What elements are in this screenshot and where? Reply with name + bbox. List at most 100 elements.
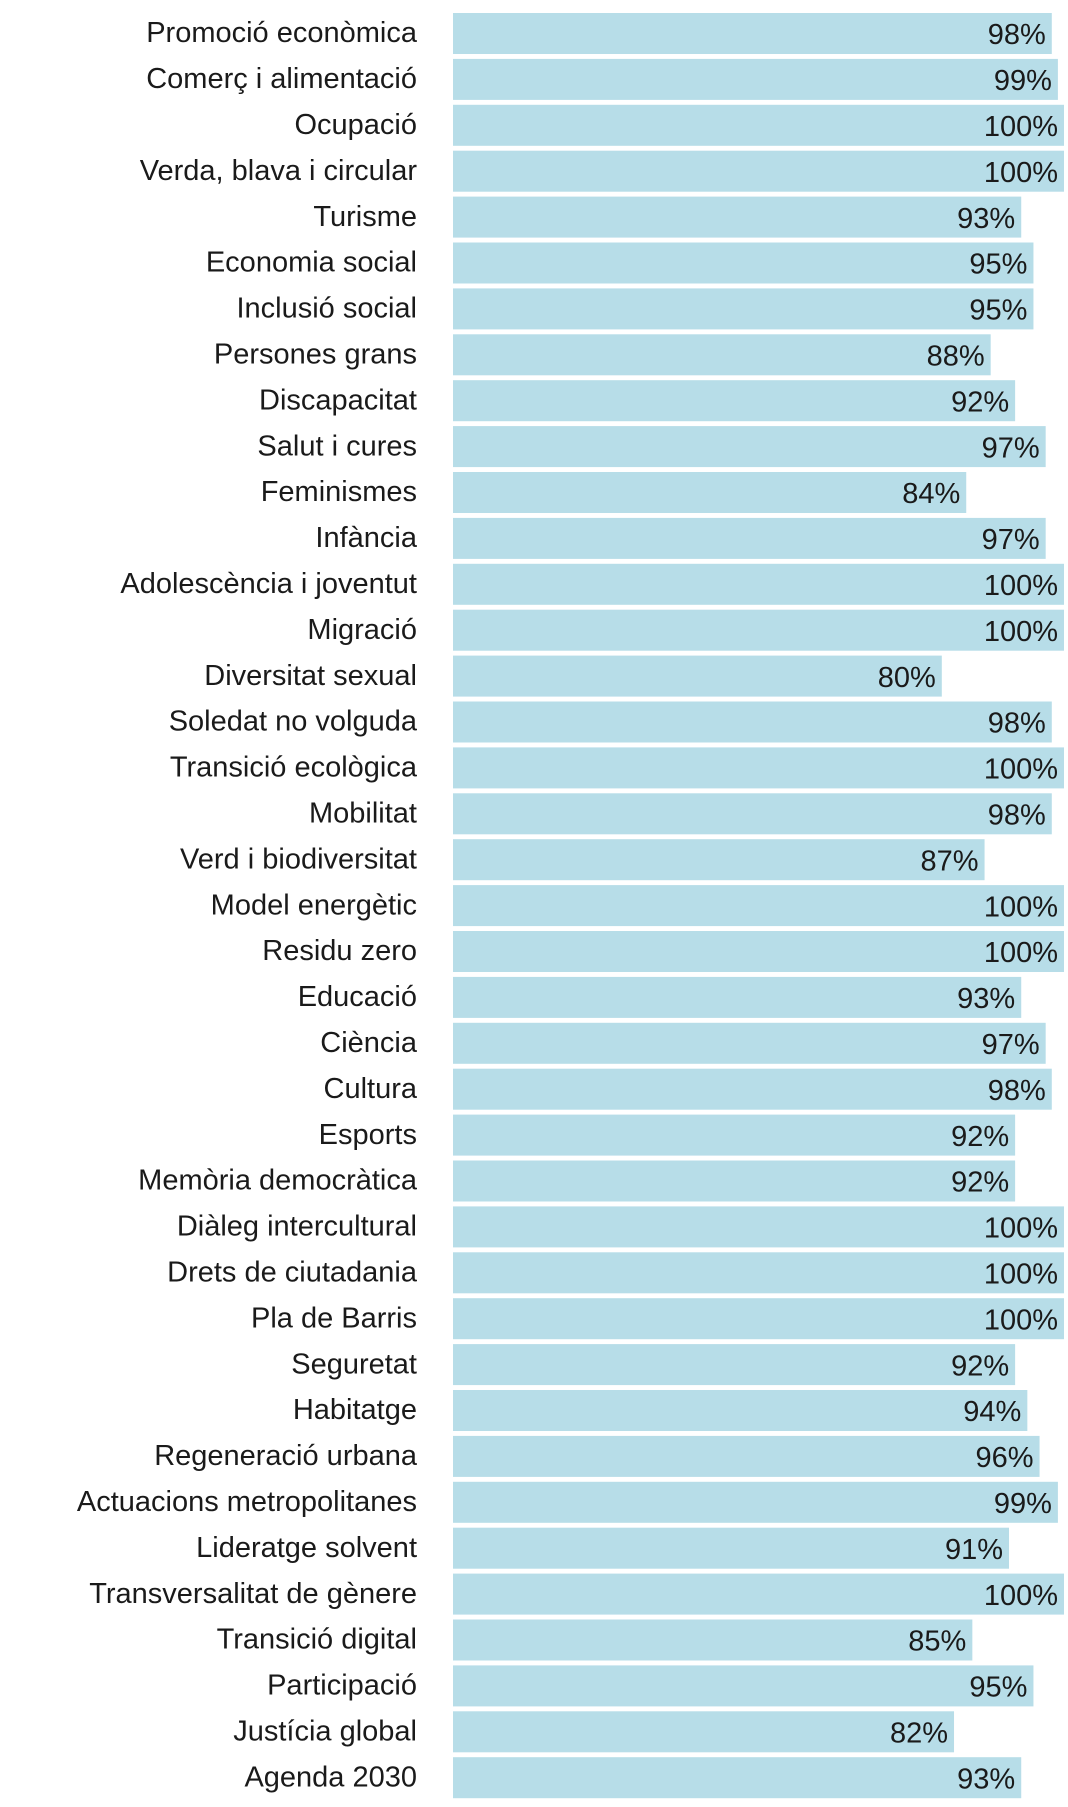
category-label: Persones grans bbox=[214, 338, 417, 370]
category-label: Memòria democràtica bbox=[138, 1165, 418, 1197]
bar bbox=[453, 747, 1064, 789]
value-label: 100% bbox=[984, 754, 1058, 786]
category-label: Economia social bbox=[206, 247, 417, 279]
value-label: 100% bbox=[984, 891, 1058, 923]
bar bbox=[453, 839, 985, 881]
value-label: 98% bbox=[988, 1075, 1046, 1107]
value-label: 92% bbox=[951, 1350, 1009, 1382]
value-label: 93% bbox=[957, 1763, 1015, 1795]
category-label: Pla de Barris bbox=[251, 1302, 417, 1334]
value-label: 98% bbox=[988, 799, 1046, 831]
bar bbox=[453, 1344, 1016, 1386]
category-label: Turisme bbox=[313, 201, 417, 233]
category-label: Lideratge solvent bbox=[196, 1532, 417, 1564]
value-label: 99% bbox=[994, 1488, 1052, 1520]
value-label: 97% bbox=[982, 524, 1040, 556]
bar bbox=[453, 976, 1022, 1018]
bar bbox=[453, 563, 1064, 605]
category-label: Transició digital bbox=[217, 1624, 417, 1656]
value-label: 80% bbox=[878, 662, 936, 694]
value-label: 100% bbox=[984, 1304, 1058, 1336]
value-label: 95% bbox=[969, 295, 1027, 327]
bar bbox=[453, 104, 1064, 146]
bar bbox=[453, 1298, 1064, 1340]
bar bbox=[453, 1481, 1058, 1523]
category-label: Comerç i alimentació bbox=[146, 63, 417, 95]
bar bbox=[453, 517, 1046, 559]
value-label: 85% bbox=[908, 1626, 966, 1658]
bar bbox=[453, 655, 942, 697]
category-label: Residu zero bbox=[262, 935, 417, 967]
bar bbox=[453, 1022, 1046, 1064]
value-label: 100% bbox=[984, 937, 1058, 969]
category-label: Ciència bbox=[320, 1027, 418, 1059]
category-label: Verda, blava i circular bbox=[140, 155, 418, 187]
category-label: Promoció econòmica bbox=[146, 17, 418, 49]
value-label: 100% bbox=[984, 1580, 1058, 1612]
bar bbox=[453, 380, 1016, 422]
category-label: Ocupació bbox=[294, 109, 417, 141]
category-label: Infància bbox=[315, 522, 417, 554]
bar bbox=[453, 196, 1022, 238]
value-label: 93% bbox=[957, 983, 1015, 1015]
bar bbox=[453, 58, 1058, 100]
value-label: 95% bbox=[969, 249, 1027, 281]
value-label: 100% bbox=[984, 616, 1058, 648]
value-label: 100% bbox=[984, 111, 1058, 143]
bar bbox=[453, 1206, 1064, 1248]
category-label: Actuacions metropolitanes bbox=[77, 1486, 417, 1518]
value-label: 94% bbox=[963, 1396, 1021, 1428]
bar bbox=[453, 334, 991, 376]
bar bbox=[453, 1435, 1040, 1477]
value-label: 91% bbox=[945, 1534, 1003, 1566]
value-label: 95% bbox=[969, 1672, 1027, 1704]
value-label: 100% bbox=[984, 1258, 1058, 1290]
category-label: Mobilitat bbox=[309, 797, 417, 829]
bar bbox=[453, 1757, 1022, 1799]
category-label: Adolescència i joventut bbox=[120, 568, 417, 600]
bar bbox=[453, 1252, 1064, 1294]
value-label: 100% bbox=[984, 157, 1058, 189]
category-label: Drets de ciutadania bbox=[167, 1256, 418, 1288]
bar bbox=[453, 472, 967, 513]
category-label: Seguretat bbox=[291, 1348, 417, 1380]
value-label: 100% bbox=[984, 1213, 1058, 1245]
value-label: 82% bbox=[890, 1717, 948, 1749]
value-label: 92% bbox=[951, 1121, 1009, 1153]
bar bbox=[453, 609, 1064, 651]
bar bbox=[453, 885, 1064, 927]
value-label: 92% bbox=[951, 1167, 1009, 1199]
bar bbox=[453, 931, 1064, 972]
category-label: Migració bbox=[307, 614, 417, 646]
bar bbox=[453, 426, 1046, 468]
bar bbox=[453, 1711, 955, 1753]
value-label: 98% bbox=[988, 708, 1046, 740]
bar bbox=[453, 1068, 1052, 1110]
value-label: 97% bbox=[982, 1029, 1040, 1061]
category-label: Regeneració urbana bbox=[154, 1440, 418, 1472]
category-label: Educació bbox=[298, 981, 417, 1013]
value-label: 100% bbox=[984, 570, 1058, 602]
value-label: 88% bbox=[927, 340, 985, 372]
value-label: 99% bbox=[994, 65, 1052, 97]
bar bbox=[453, 701, 1052, 743]
value-label: 87% bbox=[921, 845, 979, 877]
bar bbox=[453, 1390, 1028, 1431]
bar bbox=[453, 1160, 1016, 1202]
category-label: Feminismes bbox=[261, 476, 417, 508]
category-label: Cultura bbox=[324, 1073, 418, 1105]
category-label: Salut i cures bbox=[257, 430, 417, 462]
value-label: 97% bbox=[982, 432, 1040, 464]
category-label: Participació bbox=[267, 1670, 417, 1702]
category-label: Model energètic bbox=[211, 889, 417, 921]
bar bbox=[453, 150, 1064, 192]
category-label: Discapacitat bbox=[259, 384, 417, 416]
category-label: Transició ecològica bbox=[170, 752, 418, 784]
category-label: Inclusió social bbox=[236, 293, 417, 325]
value-label: 84% bbox=[902, 478, 960, 510]
value-label: 98% bbox=[988, 19, 1046, 51]
category-label: Justícia global bbox=[233, 1715, 417, 1747]
category-label: Soledat no volguda bbox=[169, 706, 418, 738]
category-label: Diversitat sexual bbox=[204, 660, 417, 692]
